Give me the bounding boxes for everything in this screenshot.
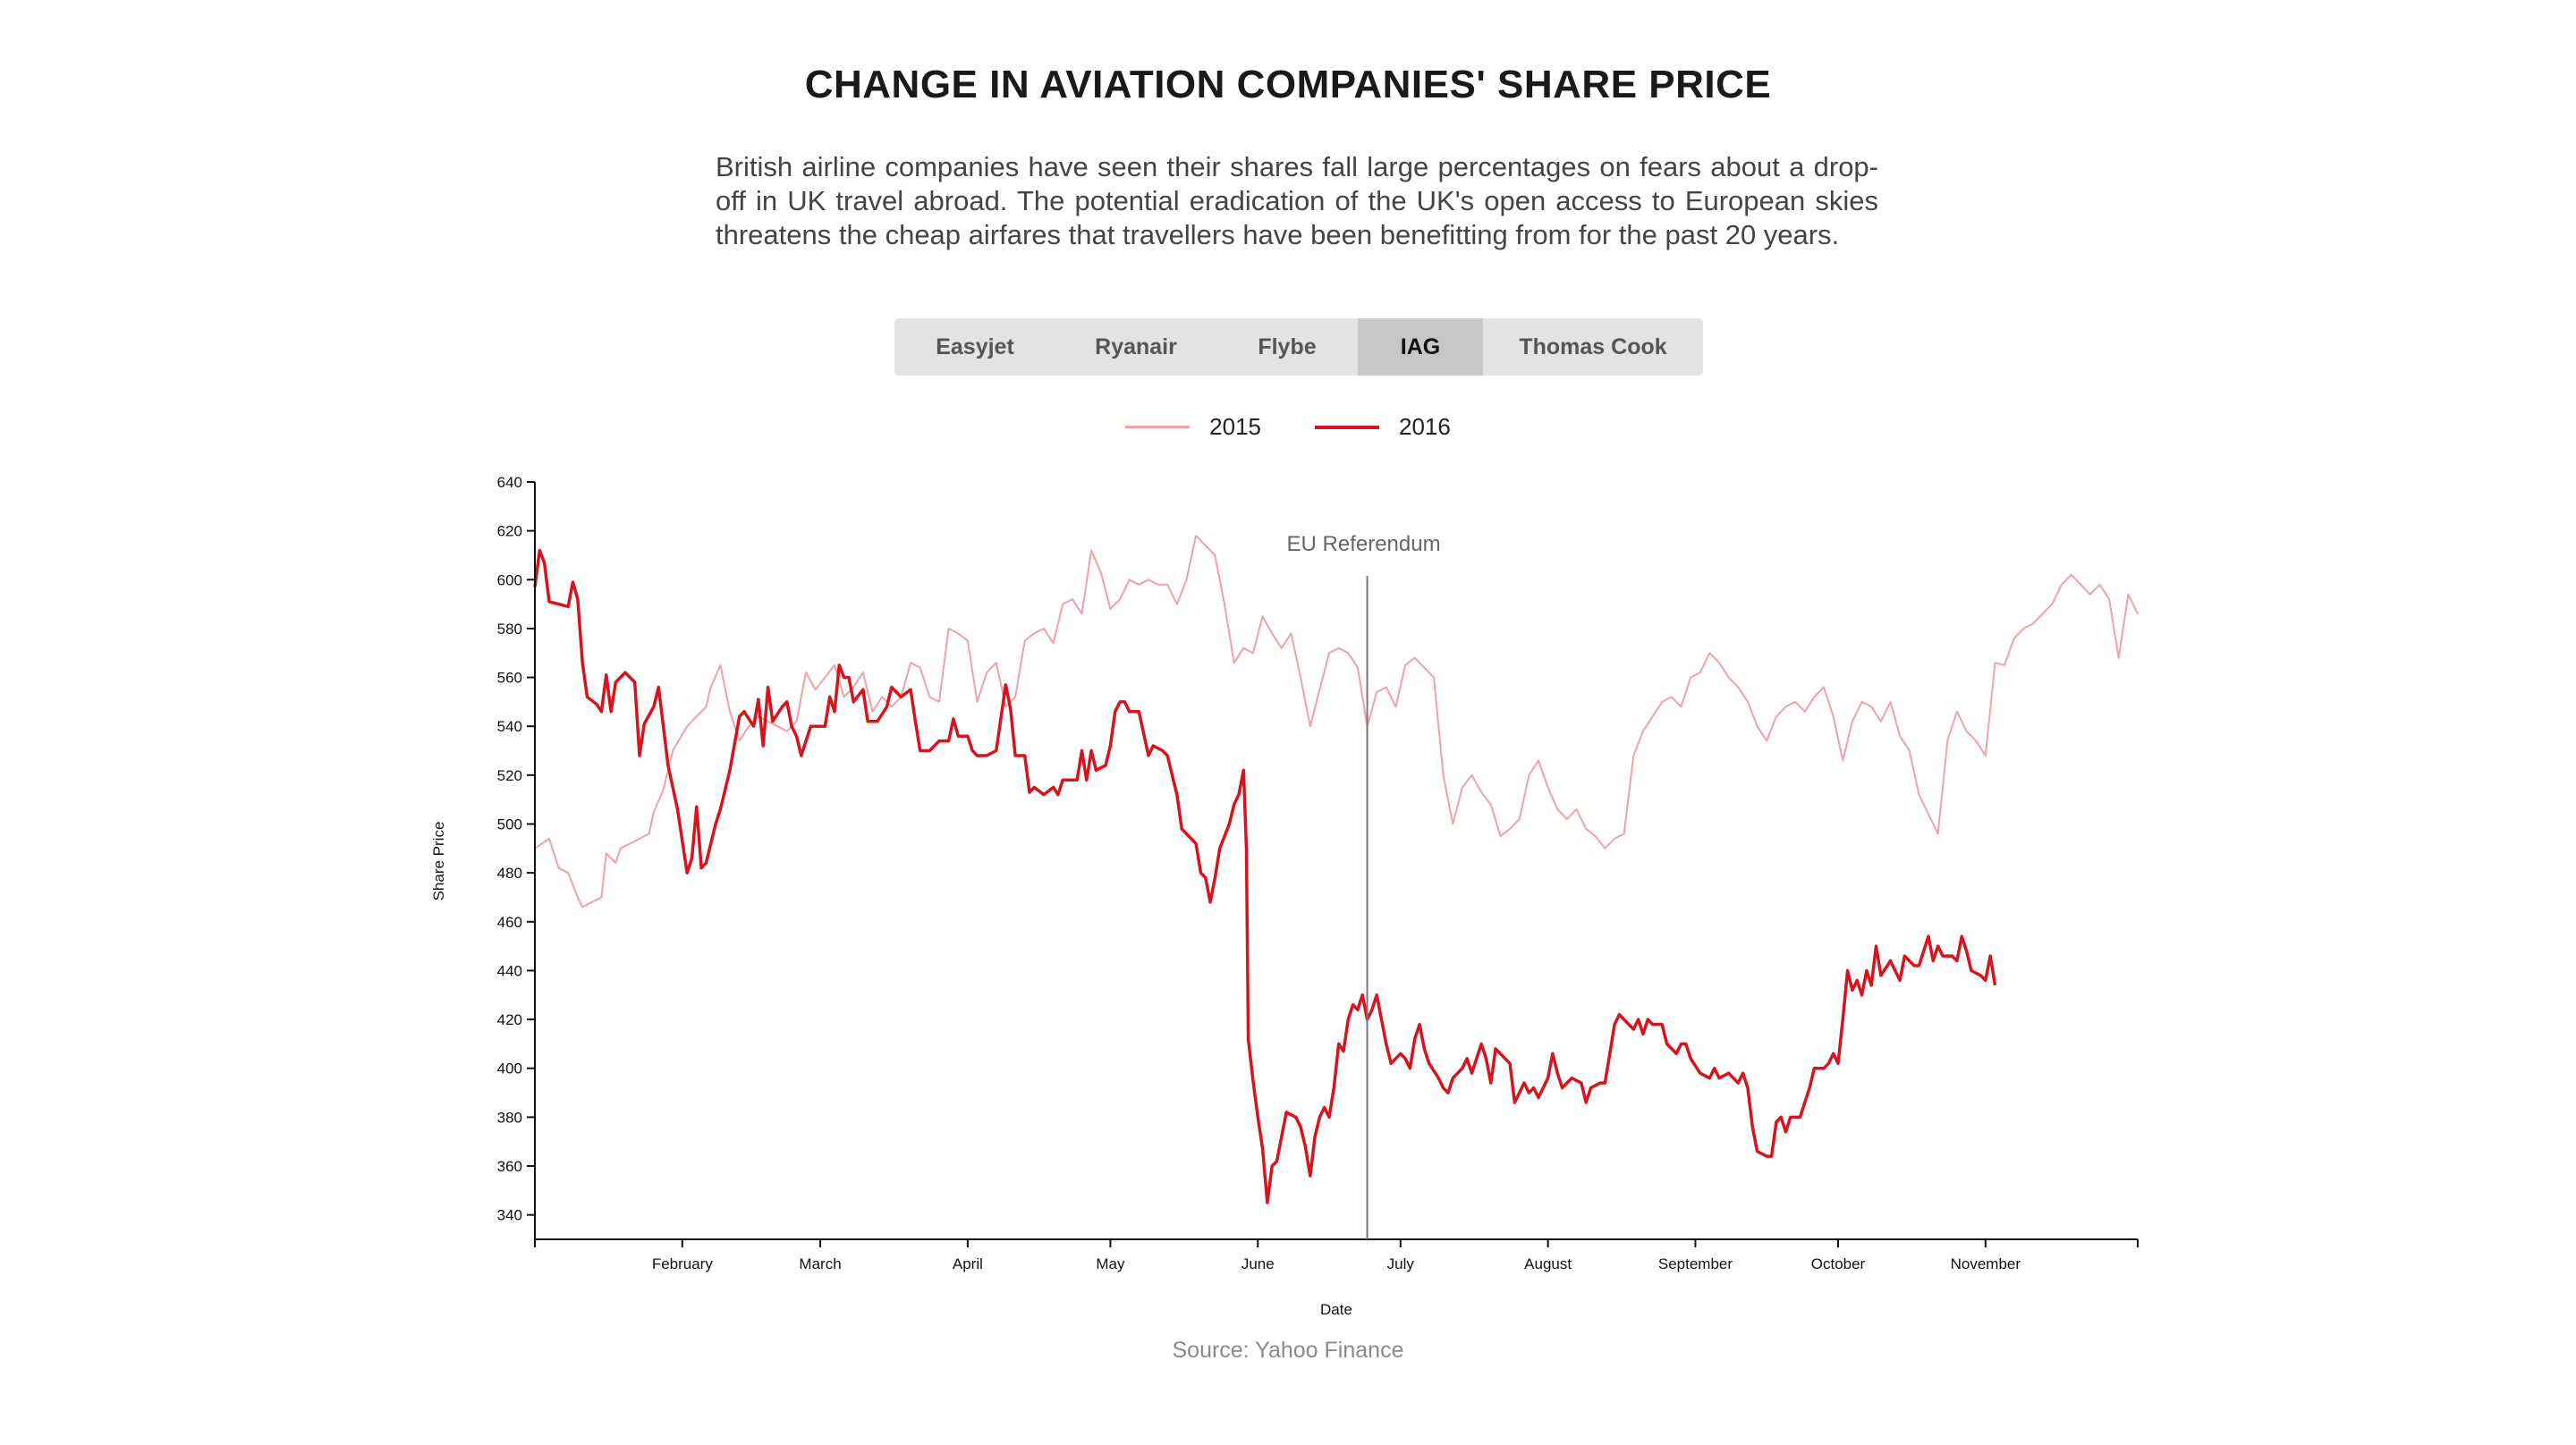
y-tick-label: 600 — [497, 571, 522, 588]
legend-item-2016: 2016 — [1315, 413, 1451, 441]
company-tabs: Easyjet Ryanair Flybe IAG Thomas Cook — [894, 318, 1703, 376]
legend-label-2015: 2015 — [1209, 413, 1261, 440]
tab-iag[interactable]: IAG — [1358, 318, 1483, 376]
y-tick-label: 480 — [497, 865, 522, 882]
y-tick-label: 460 — [497, 914, 522, 931]
y-axis: 340 360 380 400 420 440 460 480 500 520 540 560 580 6… — [497, 474, 536, 1239]
y-tick-label: 340 — [497, 1207, 522, 1224]
legend-swatch-2015 — [1125, 426, 1191, 428]
y-tick-label: 620 — [497, 523, 522, 540]
y-tick-label: 580 — [497, 621, 522, 638]
x-tick-label: August — [1524, 1255, 1572, 1272]
legend-label-2016: 2016 — [1399, 413, 1451, 440]
series-line-2016 — [533, 548, 1997, 1204]
x-tick-label: May — [1096, 1255, 1125, 1272]
tab-easyjet[interactable]: Easyjet — [936, 334, 1014, 359]
y-tick-label: 360 — [497, 1158, 522, 1175]
eu-referendum-annotation: EU Referendum — [1287, 532, 1441, 1239]
x-axis: February March April May June July August Septe… — [534, 1238, 2139, 1272]
y-tick-label: 380 — [497, 1109, 522, 1126]
legend-swatch-2016 — [1315, 425, 1379, 429]
x-tick-label: July — [1387, 1255, 1415, 1272]
y-axis-label: Share Price — [430, 822, 447, 901]
annotation-label: EU Referendum — [1287, 532, 1441, 556]
tab-flybe[interactable]: Flybe — [1258, 334, 1317, 359]
y-tick-label: 500 — [497, 816, 522, 833]
chart-subtitle: British airline companies have seen thei… — [716, 151, 1878, 250]
x-tick-label: October — [1811, 1255, 1866, 1272]
x-tick-label: June — [1241, 1255, 1275, 1272]
source-note: Source: Yahoo Finance — [1172, 1338, 1404, 1363]
x-tick-label: November — [1951, 1255, 2021, 1272]
x-tick-label: April — [953, 1255, 983, 1272]
x-tick-label: March — [799, 1255, 841, 1272]
y-tick-label: 400 — [497, 1061, 522, 1077]
y-tick-label: 640 — [497, 474, 522, 491]
tab-ryanair[interactable]: Ryanair — [1095, 334, 1177, 359]
y-tick-label: 420 — [497, 1011, 522, 1028]
y-tick-label: 440 — [497, 962, 522, 979]
legend-item-2015: 2015 — [1125, 413, 1261, 441]
tab-thomas-cook[interactable]: Thomas Cook — [1519, 334, 1667, 359]
y-tick-label: 540 — [497, 718, 522, 735]
y-tick-label: 520 — [497, 767, 522, 784]
x-axis-label: Date — [1320, 1301, 1352, 1318]
x-tick-label: February — [652, 1255, 714, 1272]
series-line-2015 — [534, 535, 2139, 908]
y-tick-label: 560 — [497, 670, 522, 687]
x-tick-label: September — [1658, 1255, 1733, 1272]
chart-title: CHANGE IN AVIATION COMPANIES' SHARE PRIC… — [804, 63, 1772, 106]
chart-legend: 2015 2016 — [0, 413, 2576, 441]
